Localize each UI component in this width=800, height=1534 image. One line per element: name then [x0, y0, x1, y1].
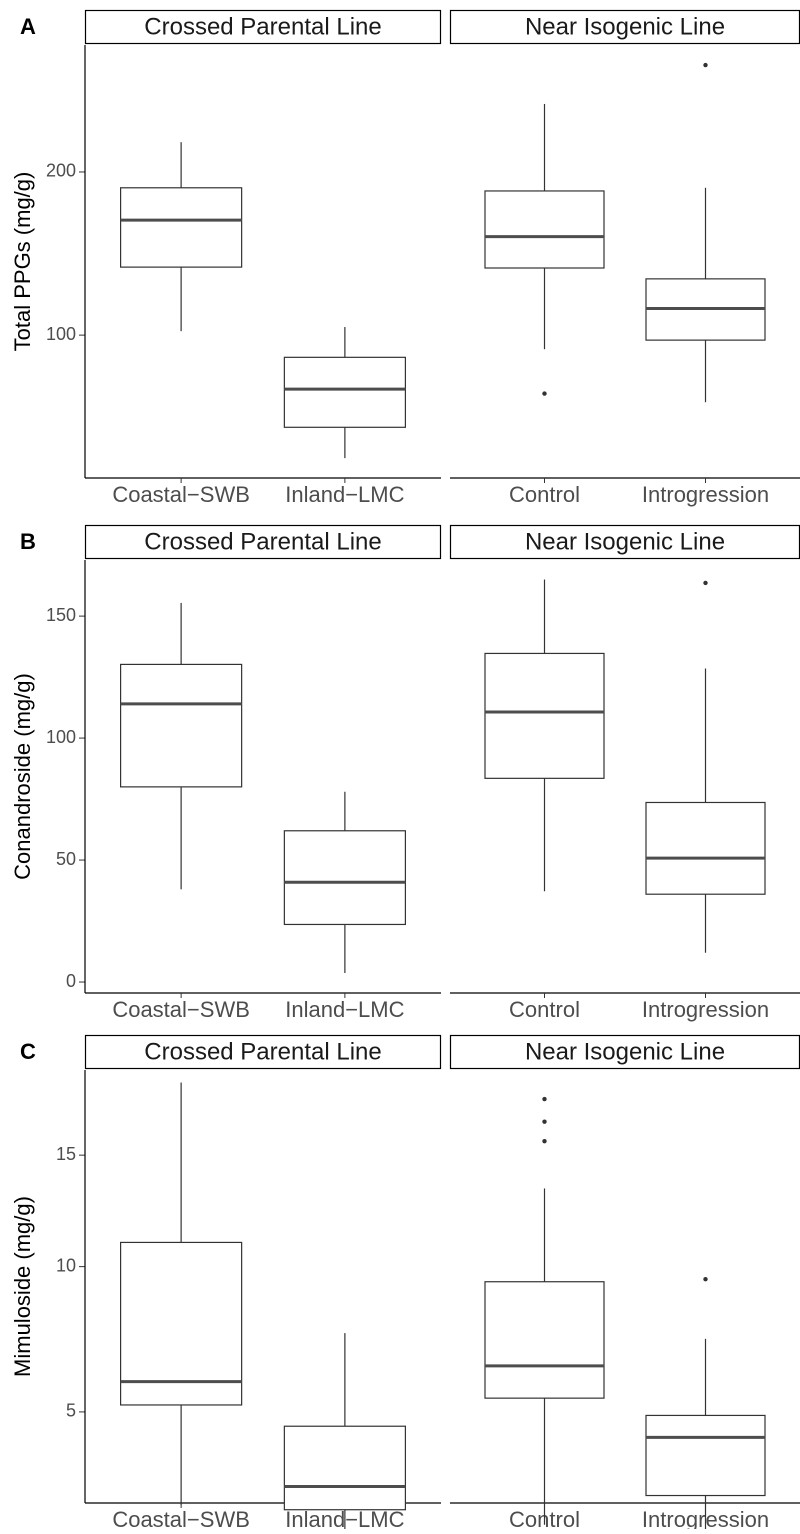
outlier [703, 580, 708, 586]
strip [84, 1034, 442, 1070]
strip-title: Near Isogenic Line [525, 528, 725, 555]
x-tick-label: Inland−LMC [285, 997, 404, 1022]
y-tick-label: 15 [56, 1144, 76, 1164]
strip [449, 524, 800, 560]
x-tick-label: Introgression [642, 997, 769, 1022]
x-tick-label: Inland−LMC [285, 482, 404, 507]
y-tick-label: 100 [46, 727, 76, 747]
box [119, 187, 243, 268]
y-axis-label: Mimuloside (mg/g) [10, 1196, 35, 1377]
outlier [542, 1119, 547, 1124]
box [645, 1414, 766, 1497]
box [484, 652, 605, 779]
box [119, 663, 243, 788]
y-axis-label: Total PPGs (mg/g) [10, 172, 35, 352]
outlier [542, 391, 547, 396]
y-axis-label: Conandroside (mg/g) [10, 673, 35, 880]
strip-title: Crossed Parental Line [144, 13, 381, 40]
panel-label: B [20, 529, 36, 554]
x-tick-label: Control [509, 997, 580, 1022]
x-tick-label: Control [509, 482, 580, 507]
y-tick-label: 5 [66, 1401, 76, 1421]
box [645, 801, 766, 895]
strip-title: Crossed Parental Line [144, 528, 381, 555]
strip [84, 524, 442, 560]
y-tick-label: 50 [56, 849, 76, 869]
strip-title: Near Isogenic Line [525, 1038, 725, 1065]
panel-label: C [20, 1039, 36, 1064]
box [119, 1241, 243, 1406]
box [283, 830, 406, 926]
strip [449, 9, 800, 45]
y-tick-label: 150 [46, 605, 76, 625]
outlier [703, 1276, 708, 1282]
y-tick-label: 200 [46, 161, 76, 181]
x-tick-label: Coastal−SWB [112, 997, 250, 1022]
box [484, 190, 605, 269]
box [283, 1425, 406, 1511]
outlier [542, 1096, 547, 1102]
strip [84, 9, 442, 45]
box [283, 356, 406, 428]
x-tick-label: Introgression [642, 482, 769, 507]
strip-title: Near Isogenic Line [525, 13, 725, 40]
y-tick-label: 0 [66, 971, 76, 991]
panel-label: A [20, 14, 36, 39]
outlier [703, 62, 708, 68]
outlier [542, 1138, 547, 1144]
x-tick-label: Coastal−SWB [112, 1507, 250, 1529]
y-tick-label: 100 [46, 324, 76, 344]
y-tick-label: 10 [56, 1255, 76, 1275]
x-tick-label: Coastal−SWB [112, 482, 250, 507]
strip-title: Crossed Parental Line [144, 1038, 381, 1065]
box [484, 1281, 605, 1399]
strip [449, 1034, 800, 1070]
